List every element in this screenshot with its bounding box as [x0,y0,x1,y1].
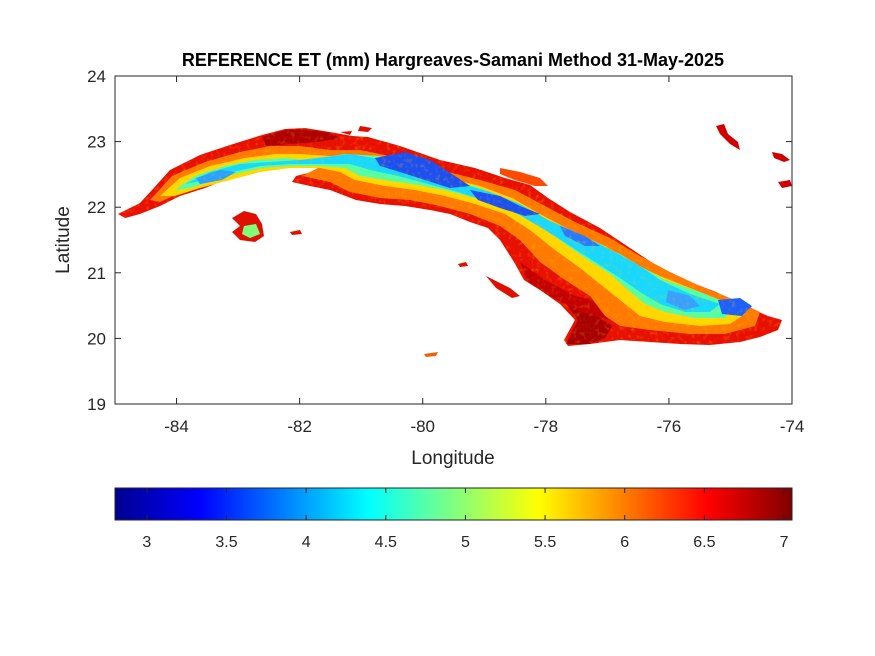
heatmap-layer [118,124,792,357]
colorbar-tick-label: 4 [302,534,311,551]
island-juventud-interior [242,224,260,238]
texture-overlay [118,128,782,346]
y-tick-label: 19 [87,395,106,414]
colorbar-ticks: 3 3.5 4 4.5 5 5.5 6 6.5 7 [142,488,789,551]
x-tick-label: -78 [534,417,559,436]
colorbar-tick-label: 6.5 [693,534,715,551]
y-tick-label: 21 [87,264,106,283]
y-tick-label: 20 [87,329,106,348]
y-tick-label: 24 [87,67,106,86]
x-axis-label: Longitude [411,448,494,469]
cays-north-central [500,168,548,186]
y-axis-label: Latitude [53,206,74,274]
colorbar-tick-label: 3.5 [215,534,237,551]
x-tick-label: -82 [287,417,312,436]
colorbar-tick-label: 5.5 [534,534,556,551]
axis-ticks: -84 -82 -80 -78 -76 -74 19 20 21 22 23 24 [87,67,804,436]
cay-east-2 [772,152,790,162]
cay-south-2 [458,262,468,267]
cay-north-2 [340,131,352,135]
cay-north-1 [358,126,372,132]
cay-east-3 [778,180,792,188]
x-tick-label: -74 [780,417,805,436]
cay-south-3 [486,276,520,298]
chart-title: REFERENCE ET (mm) Hargreaves-Samani Meth… [182,50,724,70]
y-tick-label: 22 [87,198,106,217]
x-tick-label: -80 [410,417,435,436]
x-tick-label: -84 [164,417,189,436]
colorbar-tick-label: 6 [620,534,629,551]
colorbar-tick-label: 4.5 [375,534,397,551]
colorbar-tick-label: 7 [780,534,789,551]
colorbar [114,487,793,521]
cay-south-4 [424,352,438,357]
plot-area [115,76,792,404]
colorbar-tick-label: 3 [142,534,151,551]
cay-east-1 [716,124,740,150]
cay-south-1 [290,230,302,235]
y-tick-label: 23 [87,133,106,152]
x-tick-label: -76 [657,417,682,436]
colorbar-tick-label: 5 [461,534,470,551]
axes-box [114,75,793,405]
